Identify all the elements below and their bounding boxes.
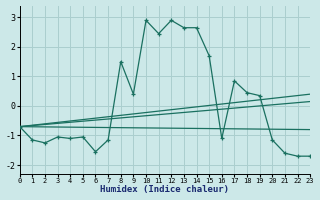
X-axis label: Humidex (Indice chaleur): Humidex (Indice chaleur) bbox=[100, 185, 229, 194]
